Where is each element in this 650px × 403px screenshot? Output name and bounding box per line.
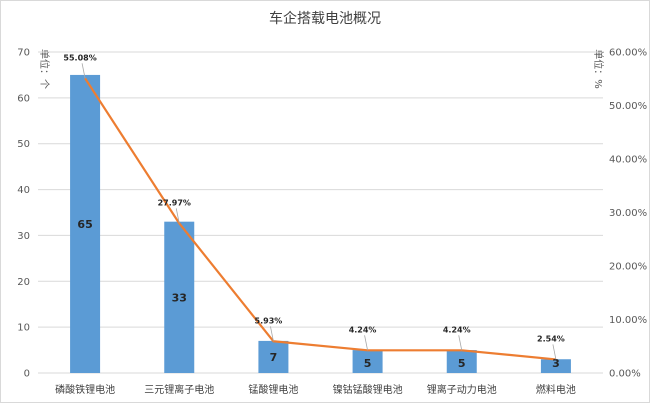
bar [258, 340, 289, 373]
leader-line [270, 326, 274, 342]
bar [164, 221, 195, 373]
leader-line [552, 344, 557, 360]
bar [446, 350, 477, 373]
bar-value-label: 65 [77, 218, 92, 231]
percentage-line [84, 77, 557, 361]
left-tick-label: 70 [17, 48, 30, 59]
right-tick-label: 10.00% [609, 315, 647, 326]
right-tick-label: 30.00% [609, 208, 647, 219]
bar-value-label: 5 [364, 357, 372, 370]
category-label: 燃料电池 [536, 383, 576, 396]
left-tick-label: 60 [17, 93, 30, 104]
line-value-label: 4.24% [349, 325, 377, 334]
leader-line [458, 335, 463, 351]
bar-value-label: 33 [172, 291, 187, 304]
line-value-label: 4.24% [443, 325, 471, 334]
leader-line [364, 335, 368, 351]
left-axis-unit: 单位：个 [38, 49, 51, 89]
right-tick-label: 20.00% [609, 262, 647, 273]
bar [70, 74, 101, 373]
right-tick-label: 0.00% [609, 369, 641, 380]
right-tick-label: 60.00% [609, 48, 647, 59]
right-tick-label: 40.00% [609, 155, 647, 166]
bar-value-label: 3 [552, 357, 560, 370]
category-label: 磷酸铁锂电池 [55, 383, 115, 396]
line-value-label: 27.97% [158, 198, 191, 207]
category-label: 镍钴锰酸锂电池 [333, 383, 403, 396]
left-tick-label: 10 [17, 323, 30, 334]
chart-title: 车企搭载电池概况 [269, 10, 381, 27]
bar [352, 350, 383, 373]
line-value-label: 55.08% [63, 53, 96, 62]
left-tick-label: 20 [17, 277, 30, 288]
bar-value-label: 7 [270, 351, 278, 364]
left-tick-label: 0 [24, 369, 30, 380]
category-label: 锂离子动力电池 [427, 383, 497, 396]
bar-value-label: 5 [458, 357, 466, 370]
left-tick-label: 50 [17, 139, 30, 150]
line-value-label: 5.93% [255, 316, 283, 325]
bar [540, 359, 571, 373]
left-tick-label: 40 [17, 185, 30, 196]
right-axis-unit: 单位：% [592, 49, 605, 89]
right-tick-label: 50.00% [609, 101, 647, 112]
category-label: 三元锂离子电池 [144, 383, 214, 396]
left-tick-label: 30 [17, 231, 30, 242]
leader-line [81, 63, 86, 79]
category-label: 锰酸锂电池 [248, 383, 298, 396]
leader-line [175, 208, 180, 224]
line-value-label: 2.54% [537, 334, 565, 343]
